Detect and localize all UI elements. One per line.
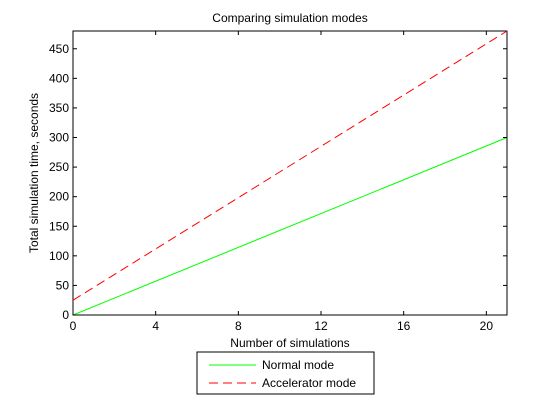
series-layer [72, 30, 508, 316]
y-tick-label: 200 [49, 190, 69, 204]
y-tick-label: 400 [49, 71, 69, 85]
plot-area [72, 30, 508, 316]
y-tick-label: 100 [49, 249, 69, 263]
x-tick-label: 16 [397, 319, 411, 333]
chart-title: Comparing simulation modes [212, 11, 367, 25]
legend-label-1: Accelerator mode [262, 376, 356, 390]
legend-label-0: Normal mode [262, 358, 334, 372]
y-tick-label: 0 [62, 308, 69, 322]
y-tick-label: 250 [49, 160, 69, 174]
y-tick-label: 50 [56, 278, 70, 292]
y-tick-label: 150 [49, 219, 69, 233]
x-tick-label: 0 [70, 319, 77, 333]
legend-box [196, 351, 375, 395]
series-line-1 [72, 30, 508, 301]
y-tick-label: 300 [49, 131, 69, 145]
x-tick-label: 8 [235, 319, 242, 333]
x-axis: 0 4 8 12 16 20 [70, 31, 494, 333]
x-tick-label: 12 [314, 319, 328, 333]
y-axis-label: Total simulation time, seconds [27, 93, 41, 253]
y-tick-label: 450 [49, 42, 69, 56]
y-tick-label: 350 [49, 101, 69, 115]
x-axis-label: Number of simulations [230, 336, 349, 350]
x-tick-label: 20 [480, 319, 494, 333]
y-axis: 0 50 100 150 200 250 300 350 400 450 [49, 42, 507, 322]
legend: Normal mode Accelerator mode [196, 351, 375, 395]
series-line-0 [72, 137, 508, 316]
x-tick-label: 4 [152, 319, 159, 333]
